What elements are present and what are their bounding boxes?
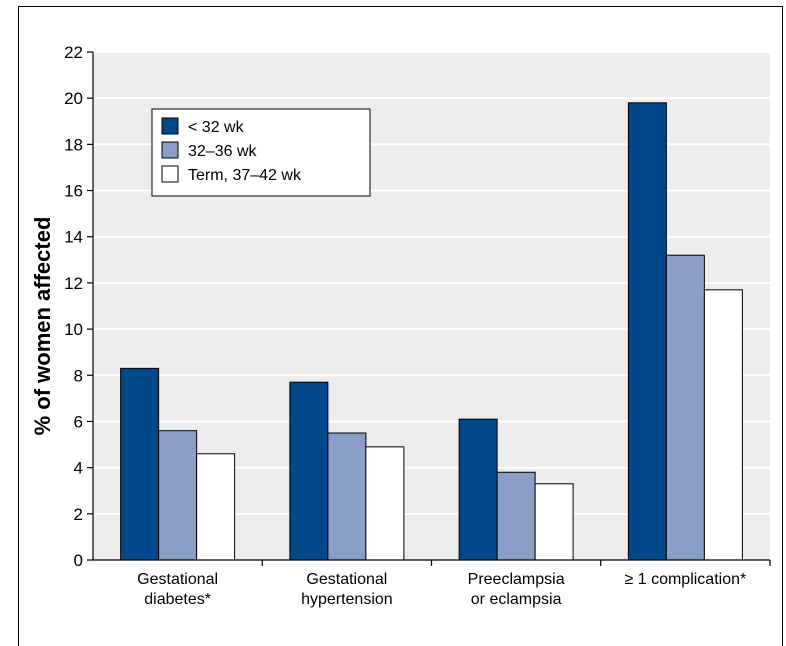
x-category-label: Preeclampsia: [468, 571, 565, 588]
bar: [327, 432, 367, 561]
bars: [120, 102, 743, 561]
figure-frame: [18, 6, 783, 646]
x-category-label: or eclampsia: [471, 591, 562, 608]
x-category-label: hypertension: [301, 591, 393, 608]
bar: [289, 381, 329, 561]
x-category-label: ≥ 1 complication*: [625, 571, 747, 588]
bar: [365, 446, 405, 561]
y-tick-label: 6: [74, 412, 83, 431]
bar: [627, 102, 667, 561]
y-tick-label: 12: [64, 274, 83, 293]
x-category-labels: Gestational diabetes* Gestational hypertens…: [137, 571, 746, 608]
legend-swatch: [161, 165, 179, 183]
y-tick-label: 4: [74, 459, 83, 478]
y-tick-label: 20: [64, 89, 83, 108]
bar: [158, 430, 198, 561]
y-tick-label: 0: [74, 551, 83, 570]
x-category-label: diabetes*: [144, 591, 211, 608]
y-tick-label: 8: [74, 366, 83, 385]
y-tick-labels: 0 2 4 6 8 10 12 14 16 18 20 22: [64, 43, 83, 570]
x-category-label: Gestational: [137, 571, 218, 588]
y-tick-label: 18: [64, 135, 83, 154]
y-axis-label: % of women affected: [30, 217, 55, 436]
bar: [120, 367, 160, 561]
legend-label: Term, 37–42 wk: [188, 167, 302, 184]
y-tick-label: 16: [64, 182, 83, 201]
y-tick-label: 10: [64, 320, 83, 339]
bar: [665, 254, 705, 561]
legend-swatch: [161, 117, 179, 135]
bar: [703, 289, 743, 561]
legend-swatch: [161, 141, 179, 159]
legend-label: < 32 wk: [188, 119, 245, 136]
x-category-label: Gestational: [306, 571, 387, 588]
bar: [196, 453, 236, 561]
bar: [458, 418, 498, 561]
bar: [496, 471, 536, 561]
legend-box: [151, 108, 371, 197]
axes: [87, 51, 771, 566]
legend-label: 32–36 wk: [188, 143, 257, 160]
bar: [534, 483, 574, 561]
y-tick-label: 2: [74, 505, 83, 524]
legend: < 32 wk 32–36 wk Term, 37–42 wk: [151, 108, 371, 197]
y-tick-label: 22: [64, 43, 83, 62]
y-tick-label: 14: [64, 228, 83, 247]
